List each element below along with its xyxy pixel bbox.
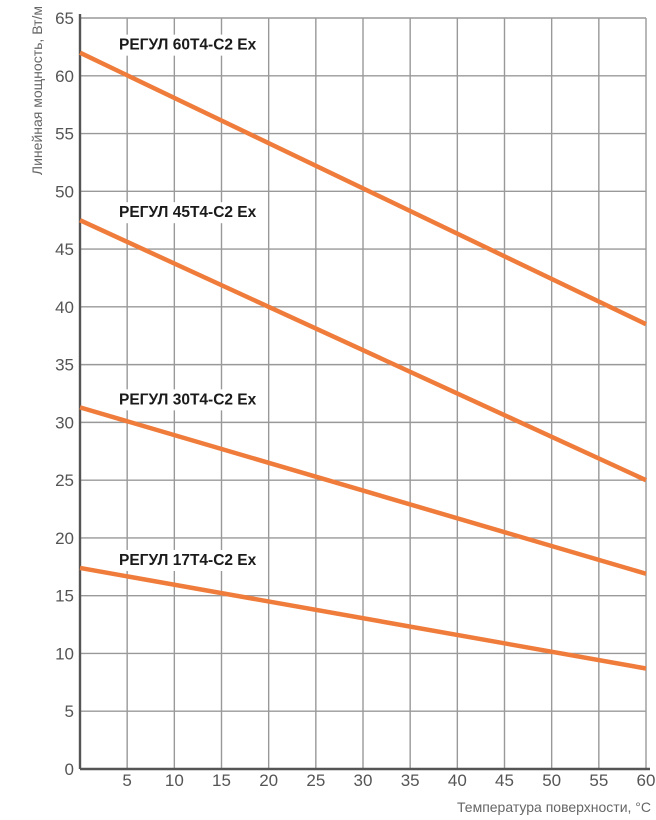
y-tick-label: 5 xyxy=(65,702,74,721)
y-tick-label: 10 xyxy=(55,644,74,663)
series-label: РЕГУЛ 45Т4-С2 Ex xyxy=(119,204,257,221)
series-label-backdrop xyxy=(115,34,261,56)
y-tick-label: 60 xyxy=(55,67,74,86)
x-tick-label: 35 xyxy=(401,771,420,790)
y-tick-label: 25 xyxy=(55,471,74,490)
x-tick-label: 45 xyxy=(495,771,514,790)
x-tick-label: 55 xyxy=(589,771,608,790)
series-lines xyxy=(79,50,647,671)
x-axis-label: Температура поверхности, °C xyxy=(457,799,651,815)
tick-labels: 0 5 10 15 20 25 30 35 40 45 50 55 60 65 5 10 15 20 25 30 35 4… xyxy=(55,9,655,790)
x-tick-label: 30 xyxy=(354,771,373,790)
x-tick-label: 15 xyxy=(212,771,231,790)
y-tick-label: 45 xyxy=(55,240,74,259)
y-tick-label: 20 xyxy=(55,529,74,548)
y-tick-label: 40 xyxy=(55,298,74,317)
axes xyxy=(78,14,650,771)
x-tick-label: 50 xyxy=(542,771,561,790)
y-tick-label: 35 xyxy=(55,356,74,375)
series-line xyxy=(79,565,647,671)
y-tick-label: 50 xyxy=(55,182,74,201)
y-tick-label: 15 xyxy=(55,587,74,606)
x-tick-label: 40 xyxy=(448,771,467,790)
series-line xyxy=(79,50,647,327)
y-tick-label: 30 xyxy=(55,413,74,432)
series-labels: РЕГУЛ 60Т4-С2 Ex РЕГУЛ 45Т4-С2 Ex РЕГУЛ 30… xyxy=(115,34,261,571)
series-label: РЕГУЛ 17Т4-С2 Ex xyxy=(119,552,257,569)
series-label: РЕГУЛ 60Т4-С2 Ex xyxy=(119,37,257,54)
x-tick-label: 10 xyxy=(165,771,184,790)
series-line xyxy=(79,405,647,576)
x-tick-label: 25 xyxy=(306,771,325,790)
y-tick-label: 65 xyxy=(55,9,74,28)
x-tick-label: 5 xyxy=(122,771,131,790)
y-tick-label: 0 xyxy=(65,760,74,779)
series-label: РЕГУЛ 30Т4-С2 Ex xyxy=(119,391,257,408)
x-tick-label: 60 xyxy=(637,771,656,790)
y-axis-label: Линейная мощность, Вт/м xyxy=(29,6,45,175)
series-label-backdrop xyxy=(115,389,261,411)
series-label-backdrop xyxy=(115,549,261,571)
y-tick-label: 55 xyxy=(55,125,74,144)
series-label-backdrop xyxy=(115,202,261,224)
x-tick-label: 20 xyxy=(259,771,278,790)
series-line xyxy=(79,218,647,483)
